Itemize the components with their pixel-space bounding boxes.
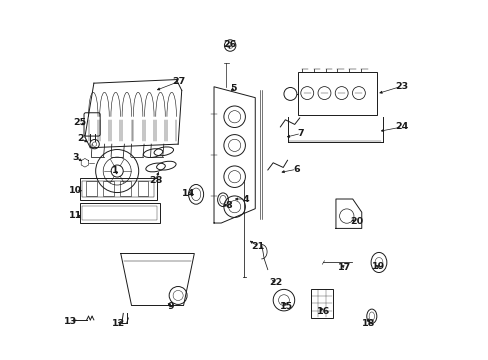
Bar xyxy=(82,206,157,220)
Text: 23: 23 xyxy=(395,82,408,91)
Bar xyxy=(82,181,153,197)
Bar xyxy=(80,178,156,200)
Text: 20: 20 xyxy=(349,217,362,226)
Text: 16: 16 xyxy=(316,307,329,316)
Text: 27: 27 xyxy=(172,77,185,86)
Bar xyxy=(86,181,97,196)
Text: 17: 17 xyxy=(338,263,351,272)
Text: 25: 25 xyxy=(73,118,86,127)
Text: 22: 22 xyxy=(269,278,282,287)
Text: 7: 7 xyxy=(297,129,304,138)
Text: 10: 10 xyxy=(68,186,81,195)
Text: 26: 26 xyxy=(223,40,236,49)
Text: 1: 1 xyxy=(112,166,119,175)
Text: 21: 21 xyxy=(251,242,264,251)
Bar xyxy=(80,203,160,223)
Text: 5: 5 xyxy=(230,84,237,93)
Text: 19: 19 xyxy=(371,262,385,271)
Bar xyxy=(310,289,332,318)
Bar xyxy=(120,181,131,196)
Text: 18: 18 xyxy=(361,319,374,328)
Text: 8: 8 xyxy=(224,201,231,210)
Text: 6: 6 xyxy=(293,165,299,174)
Text: 3: 3 xyxy=(72,153,79,162)
Text: 11: 11 xyxy=(68,211,81,220)
Bar xyxy=(137,181,148,196)
Text: 13: 13 xyxy=(64,317,77,326)
Bar xyxy=(103,181,114,196)
Text: 15: 15 xyxy=(280,302,293,311)
Text: 12: 12 xyxy=(112,319,125,328)
Text: 9: 9 xyxy=(167,302,174,311)
Text: 2: 2 xyxy=(77,134,83,143)
Text: 14: 14 xyxy=(182,189,195,198)
Text: 24: 24 xyxy=(395,122,408,131)
Text: 4: 4 xyxy=(242,194,248,203)
Text: 28: 28 xyxy=(148,176,162,185)
Bar xyxy=(298,72,376,116)
